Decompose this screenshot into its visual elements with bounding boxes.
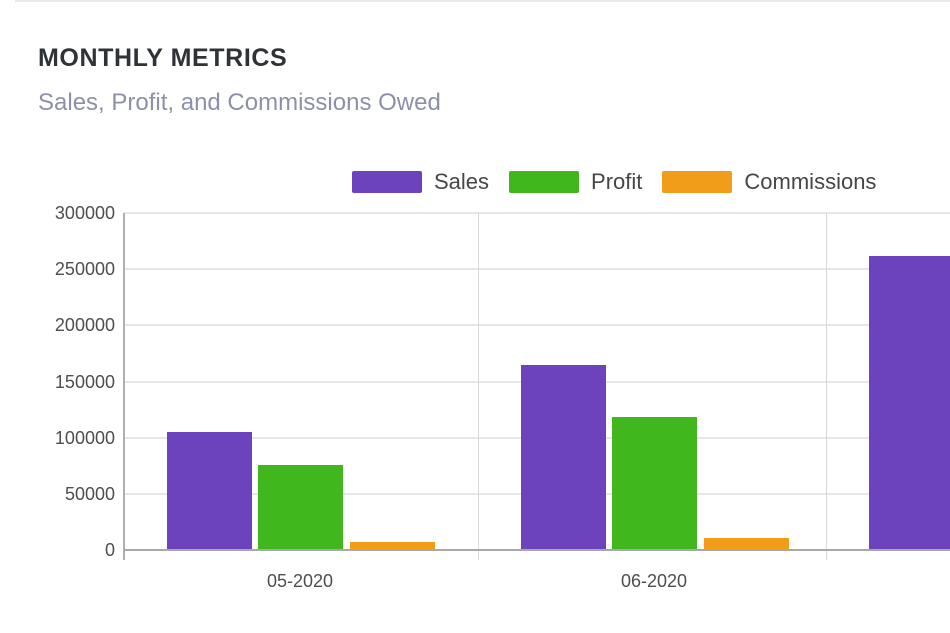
y-axis-tick-label: 300000 xyxy=(54,203,115,223)
legend-item-sales[interactable]: Sales xyxy=(352,170,489,194)
x-axis-tick-label: 06-2020 xyxy=(620,571,688,591)
legend-swatch-profit xyxy=(509,171,580,193)
bar-sales-group1[interactable] xyxy=(167,432,252,550)
y-axis-tick-label: 100000 xyxy=(54,427,115,448)
bar-commissions-group1[interactable] xyxy=(350,542,435,550)
gridline-vertical xyxy=(478,213,479,560)
legend-swatch-commissions xyxy=(662,171,733,193)
y-axis-tick-label: 50000 xyxy=(64,483,115,504)
legend-item-commissions[interactable]: Commissions xyxy=(662,170,876,194)
chart-legend: Sales Profit Commissions xyxy=(352,170,876,194)
legend-label: Commissions xyxy=(744,169,877,194)
gridline-horizontal xyxy=(124,212,950,214)
y-axis-tick-label: 150000 xyxy=(54,371,115,392)
window-top-border xyxy=(15,0,950,2)
x-axis-line xyxy=(124,549,950,551)
bar-profit-group2[interactable] xyxy=(612,417,697,550)
legend-label: Sales xyxy=(434,169,490,194)
bar-sales-group2[interactable] xyxy=(521,364,606,550)
y-axis-tick-label: 0 xyxy=(104,540,115,560)
chart-subtitle: Sales, Profit, and Commissions Owed xyxy=(38,89,441,116)
bar-profit-group1[interactable] xyxy=(258,464,343,550)
y-axis-tick-label: 200000 xyxy=(54,315,115,336)
gridline-vertical xyxy=(826,213,827,560)
gridline-horizontal xyxy=(124,268,950,271)
y-axis-line xyxy=(123,213,125,560)
bar-sales-group3[interactable] xyxy=(869,255,950,550)
page-title: MONTHLY METRICS xyxy=(38,44,288,72)
gridline-horizontal xyxy=(124,324,950,327)
x-axis-tick-label: 05-2020 xyxy=(266,571,334,591)
legend-swatch-sales xyxy=(352,171,422,193)
legend-label: Profit xyxy=(591,169,643,194)
bar-commissions-group2[interactable] xyxy=(704,537,789,550)
legend-item-profit[interactable]: Profit xyxy=(509,170,642,194)
y-axis-tick-label: 250000 xyxy=(54,259,115,280)
